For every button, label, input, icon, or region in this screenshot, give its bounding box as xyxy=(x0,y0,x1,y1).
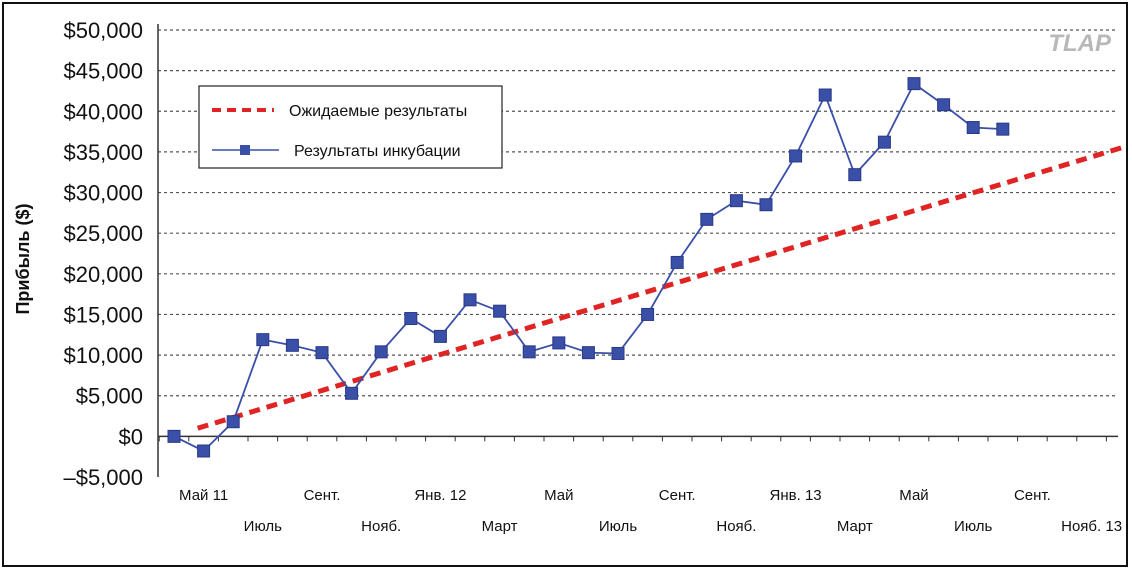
data-point-marker xyxy=(670,255,684,269)
x-tick-label: Июль xyxy=(599,518,637,535)
x-tick-label: Июль xyxy=(244,518,282,535)
data-point-marker xyxy=(611,346,625,360)
x-tick-label: Нояб. xyxy=(716,518,756,535)
x-tick-label: Июль xyxy=(954,518,992,535)
x-tick-label: Нояб. 13 xyxy=(1061,518,1122,535)
data-point-marker xyxy=(404,312,418,326)
x-tick-label: Сент. xyxy=(659,487,696,504)
data-point-marker xyxy=(641,307,655,321)
legend-expected-label: Ожидаемые результаты xyxy=(289,103,467,120)
y-tick-label: $35,000 xyxy=(63,140,143,165)
data-point-marker xyxy=(907,77,921,91)
data-point-marker xyxy=(345,386,359,400)
data-point-marker xyxy=(552,336,566,350)
series xyxy=(167,77,1122,458)
data-point-marker xyxy=(581,346,595,360)
x-tick-label: Май xyxy=(899,487,928,504)
data-point-marker xyxy=(877,135,891,149)
x-tick-labels: Май 11 Июль Сент. Нояб. Янв. 12 Март Май Июль Се… xyxy=(179,487,1122,535)
profit-line-chart: $50,000 $45,000 $40,000 $35,000 $30,000 $25,0… xyxy=(13,18,1122,535)
data-point-marker xyxy=(463,293,477,307)
data-point-marker xyxy=(493,304,507,318)
data-point-marker xyxy=(818,88,832,102)
y-tick-label: $20,000 xyxy=(63,262,143,287)
x-tick-label: Нояб. xyxy=(361,518,401,535)
watermark-logo: TLAP xyxy=(1048,30,1112,57)
data-point-marker xyxy=(759,198,773,212)
y-tick-label: –$5,000 xyxy=(63,465,143,490)
legend: Ожидаемые результаты Результаты инкубаци… xyxy=(198,85,503,169)
y-tick-label: $5,000 xyxy=(76,384,143,409)
axes xyxy=(157,24,1118,477)
x-tick-label: Март xyxy=(837,518,873,535)
y-tick-label: $40,000 xyxy=(63,99,143,124)
y-tick-label: $10,000 xyxy=(63,343,143,368)
y-tick-label: $50,000 xyxy=(63,18,143,43)
y-tick-label: $0 xyxy=(119,424,143,449)
grid-lines xyxy=(158,29,1118,397)
data-point-marker xyxy=(729,194,743,208)
data-point-marker xyxy=(315,346,329,360)
y-tick-label: $25,000 xyxy=(63,221,143,246)
data-point-marker xyxy=(996,122,1010,136)
data-point-marker xyxy=(522,345,536,359)
x-tick-label: Сент. xyxy=(304,487,341,504)
y-tick-label: $30,000 xyxy=(63,181,143,206)
y-tick-label: $15,000 xyxy=(63,302,143,327)
data-point-marker xyxy=(848,168,862,182)
data-point-marker xyxy=(374,345,388,359)
x-tick-label: Март xyxy=(482,518,518,535)
data-point-marker xyxy=(789,149,803,163)
legend-actual-marker xyxy=(240,145,250,155)
expected-results-line xyxy=(196,145,1122,431)
y-tick-labels: $50,000 $45,000 $40,000 $35,000 $30,000 $25,0… xyxy=(63,18,143,490)
data-point-marker xyxy=(700,212,714,226)
data-point-marker xyxy=(433,329,447,343)
x-tick-label: Май xyxy=(544,487,573,504)
legend-actual-label: Результаты инкубации xyxy=(294,143,461,160)
data-point-marker xyxy=(285,338,299,352)
y-tick-label: $45,000 xyxy=(63,59,143,84)
data-point-marker xyxy=(197,444,211,458)
x-tick-label: Май 11 xyxy=(179,487,228,504)
data-point-marker xyxy=(256,333,270,347)
x-tick-label: Янв. 12 xyxy=(414,487,466,504)
data-point-marker xyxy=(937,98,951,112)
x-tick-label: Сент. xyxy=(1014,487,1051,504)
data-point-marker xyxy=(966,121,980,135)
data-point-marker xyxy=(167,429,181,443)
x-tick-label: Янв. 13 xyxy=(770,487,822,504)
data-point-marker xyxy=(226,415,240,429)
y-axis-title: Прибыль ($) xyxy=(13,204,33,315)
